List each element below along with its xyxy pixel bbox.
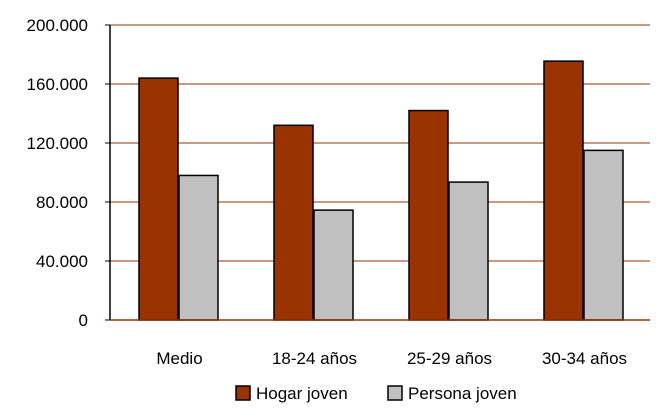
x-category-labels: Medio 18-24 años 25-29 años 30-34 años	[156, 349, 627, 368]
y-tick-label-1: 40.000	[36, 252, 88, 271]
x-category-label-1: 18-24 años	[272, 349, 357, 368]
y-tick-label-4: 160.000	[27, 75, 88, 94]
legend: Hogar joven Persona joven	[235, 384, 517, 403]
bar-persona-joven-0	[178, 174, 219, 321]
bars	[138, 60, 624, 321]
bar-persona-joven-3	[583, 149, 624, 321]
bar-hogar-joven-1	[273, 124, 314, 321]
y-tick-label-0: 0	[79, 311, 88, 330]
legend-swatch-hogar-joven	[235, 385, 251, 401]
bar-hogar-joven-2	[408, 109, 449, 321]
bar-persona-joven-1	[313, 209, 354, 321]
bar-hogar-joven-0	[138, 77, 179, 321]
y-tick-label-2: 80.000	[36, 193, 88, 212]
x-category-label-0: Medio	[156, 349, 202, 368]
x-category-label-2: 25-29 años	[407, 349, 492, 368]
bar-persona-joven-2	[448, 181, 489, 321]
y-tick-labels: 0 40.000 80.000 120.000 160.000 200.000	[27, 16, 88, 330]
legend-swatch-persona-joven	[387, 385, 403, 401]
y-tick-label-3: 120.000	[27, 134, 88, 153]
x-category-label-3: 30-34 años	[542, 349, 627, 368]
legend-label-persona-joven: Persona joven	[408, 384, 517, 403]
bar-hogar-joven-3	[543, 60, 584, 321]
axes	[105, 24, 650, 321]
legend-label-hogar-joven: Hogar joven	[256, 384, 348, 403]
y-tick-label-5: 200.000	[27, 16, 88, 35]
